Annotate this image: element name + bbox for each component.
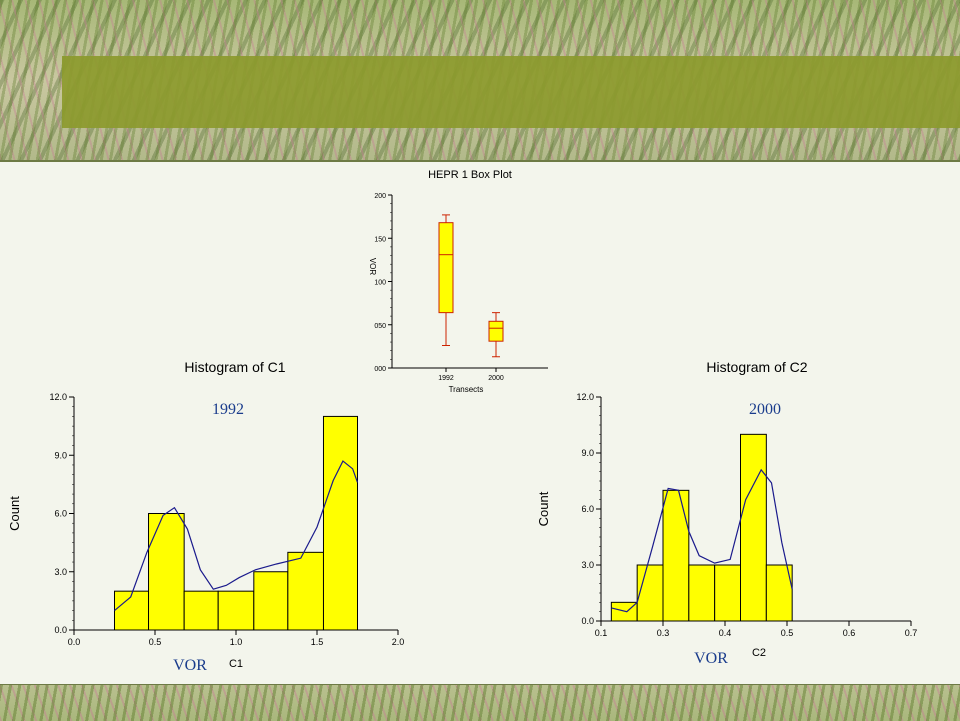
box-plot-y-tick-label: 000 bbox=[374, 366, 386, 373]
histogram-y-tick-label: 9.0 bbox=[581, 448, 594, 458]
histogram-bar bbox=[183, 590, 219, 631]
density-curve bbox=[611, 468, 793, 613]
histogram-bar bbox=[688, 564, 716, 622]
histogram-y-tick-label: 12.0 bbox=[576, 392, 594, 402]
histogram-bar bbox=[148, 513, 185, 631]
histogram-title: Histogram of C2 bbox=[706, 359, 807, 375]
histogram-bar bbox=[714, 564, 742, 622]
histogram-bar bbox=[662, 489, 690, 622]
histogram-c2-chart: Histogram of C2 0.0 3.0 6.0 9.0 12.0 0.1 0.3 0.4… bbox=[536, 359, 917, 667]
histogram-x-tick-label: 0.3 bbox=[657, 628, 670, 638]
header-banner bbox=[0, 0, 960, 162]
histogram-y-tick-label: 3.0 bbox=[581, 560, 594, 570]
box-plot-chart: HEPR 1 Box Plot 000 050 100 150 200 VOR 1992 200… bbox=[368, 169, 548, 394]
histogram-bar bbox=[322, 415, 359, 631]
histogram-y-tick-label: 12.0 bbox=[49, 392, 67, 402]
histogram-y-tick-label: 3.0 bbox=[54, 567, 67, 577]
histogram-y-axis-label: Count bbox=[536, 491, 551, 526]
footer-banner bbox=[0, 684, 960, 721]
histogram-bar bbox=[636, 564, 664, 622]
histogram-x-tick-label: 0.5 bbox=[781, 628, 794, 638]
histogram-title: Histogram of C1 bbox=[184, 359, 285, 375]
histogram-x-tick-label: 0.7 bbox=[905, 628, 918, 638]
box-plot-title: HEPR 1 Box Plot bbox=[428, 169, 512, 181]
histogram-x-tick-label: 2.0 bbox=[392, 637, 405, 647]
histogram-bar bbox=[740, 433, 767, 622]
histogram-y-tick-label: 9.0 bbox=[54, 450, 67, 460]
histogram-y-tick-label: 6.0 bbox=[581, 504, 594, 514]
histogram-y-tick-label: 0.0 bbox=[54, 625, 67, 635]
histogram-y-tick-label: 0.0 bbox=[581, 616, 594, 626]
density-curve bbox=[114, 460, 359, 612]
box-plot-x-axis-label: Transects bbox=[449, 385, 484, 394]
histogram-x-axis-label: C2 bbox=[752, 647, 766, 659]
histogram-x-tick-label: 0.4 bbox=[719, 628, 732, 638]
histogram-bar bbox=[114, 590, 150, 631]
histogram-x-tick-label: 0.0 bbox=[68, 637, 81, 647]
box-plot-y-tick-label: 050 bbox=[374, 323, 386, 330]
box-1992 bbox=[438, 222, 454, 314]
histogram-y-axis-label: Count bbox=[7, 496, 22, 531]
box-plot-y-tick-label: 200 bbox=[374, 193, 386, 200]
box-plot-y-tick-label: 150 bbox=[374, 236, 386, 243]
histogram-x-axis-label: C1 bbox=[229, 658, 243, 670]
histogram-x-tick-label: 1.0 bbox=[230, 637, 243, 647]
histogram-year-annotation: 1992 bbox=[212, 401, 244, 418]
box-plot-x-tick-label: 2000 bbox=[488, 375, 504, 382]
histogram-vor-label: VOR bbox=[173, 657, 207, 674]
box-plot-y-tick-label: 100 bbox=[374, 280, 386, 287]
box-2000 bbox=[488, 320, 504, 342]
histogram-bar bbox=[765, 564, 793, 622]
histogram-bar bbox=[253, 571, 289, 631]
box-plot-y-axis-label: VOR bbox=[368, 258, 377, 276]
histogram-x-tick-label: 1.5 bbox=[311, 637, 324, 647]
histogram-x-tick-label: 0.1 bbox=[595, 628, 608, 638]
histogram-bar bbox=[287, 551, 324, 631]
histogram-bar bbox=[217, 590, 255, 631]
histogram-x-tick-label: 0.6 bbox=[843, 628, 856, 638]
histogram-c1-chart: Histogram of C1 0.0 3.0 6.0 9.0 12.0 0.0 0.5 1.0… bbox=[7, 359, 404, 674]
header-title-band bbox=[62, 56, 960, 128]
histogram-x-tick-label: 0.5 bbox=[149, 637, 162, 647]
histogram-year-annotation: 2000 bbox=[749, 401, 781, 418]
box-plot-x-tick-label: 1992 bbox=[438, 375, 454, 382]
histogram-y-tick-label: 6.0 bbox=[54, 509, 67, 519]
histogram-vor-label: VOR bbox=[694, 650, 728, 667]
